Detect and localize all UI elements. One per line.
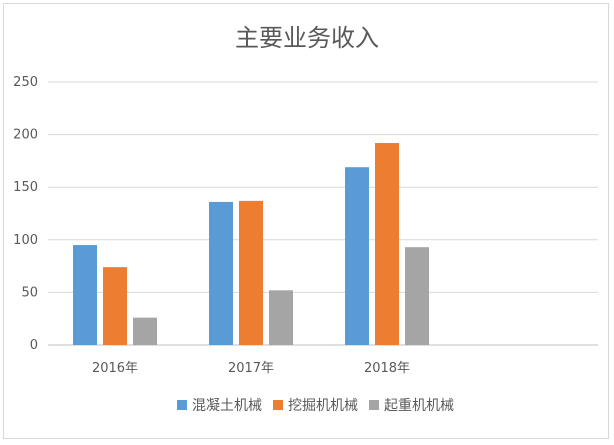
bar [133, 317, 157, 345]
legend: 混凝土机械 挖掘机机械 起重机机械 [177, 398, 454, 414]
bar [405, 247, 429, 345]
bar [73, 245, 97, 345]
y-tick-label: 50 [21, 285, 38, 300]
legend-swatch [273, 400, 283, 410]
bar [269, 290, 293, 345]
chart-frame [3, 3, 609, 439]
x-tick-label: 2016年 [92, 361, 138, 376]
y-tick-label: 150 [13, 180, 38, 195]
bar [375, 143, 399, 345]
legend-label: 挖掘机机械 [288, 398, 358, 414]
bar [209, 201, 233, 345]
x-tick-label: 2018年 [364, 361, 410, 376]
bar [239, 200, 263, 345]
bar [103, 267, 127, 345]
y-axis-ticks: 0 50 100 150 200 250 [13, 75, 38, 353]
y-tick-label: 200 [13, 128, 38, 143]
bars [73, 143, 429, 345]
legend-swatch [177, 400, 187, 410]
gridlines [48, 81, 598, 346]
x-tick-label: 2017年 [228, 361, 274, 376]
x-axis-ticks: 2016年 2017年 2018年 [92, 361, 410, 376]
legend-label: 起重机机械 [384, 398, 454, 414]
bar [345, 167, 369, 345]
y-tick-label: 250 [13, 75, 38, 90]
chart-title: 主要业务收入 [235, 24, 379, 52]
legend-label: 混凝土机械 [192, 398, 262, 414]
y-tick-label: 0 [30, 338, 38, 353]
y-tick-label: 100 [13, 233, 38, 248]
legend-swatch [369, 400, 379, 410]
